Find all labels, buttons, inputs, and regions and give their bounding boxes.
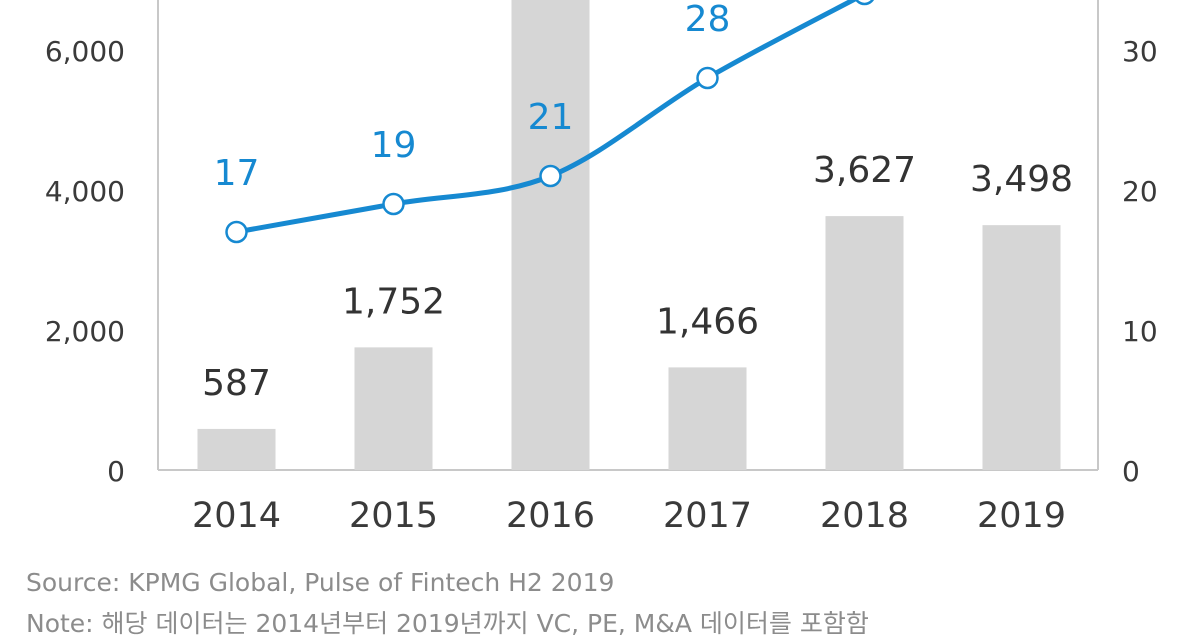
line-value-label-2017: 28 bbox=[685, 0, 731, 40]
line-value-label-2016: 21 bbox=[528, 97, 574, 138]
bar-2019 bbox=[982, 225, 1061, 470]
bar-2017 bbox=[668, 367, 747, 470]
right-y-tick-label-20: 20 bbox=[1122, 175, 1158, 208]
bar-value-label-2017: 1,466 bbox=[656, 301, 759, 342]
right-y-tick-label-0: 0 bbox=[1122, 455, 1140, 488]
line-point-2014 bbox=[225, 220, 248, 244]
x-tick-label-2018: 2018 bbox=[820, 496, 909, 536]
bar-value-label-2019: 3,498 bbox=[970, 159, 1073, 200]
left-y-tick-label-2000: 2,000 bbox=[45, 315, 125, 348]
bar-2016 bbox=[511, 0, 590, 470]
source-text: Source: KPMG Global, Pulse of Fintech H2… bbox=[26, 568, 615, 597]
x-tick-label-2014: 2014 bbox=[192, 496, 281, 536]
line-point-2016 bbox=[539, 164, 562, 188]
line-value-label-2015: 19 bbox=[371, 125, 417, 166]
note-text: Note: 해당 데이터는 2014년부터 2019년까지 VC, PE, M&… bbox=[26, 609, 869, 638]
x-tick-label-2016: 2016 bbox=[506, 496, 595, 536]
line-value-label-2014: 17 bbox=[214, 153, 260, 194]
line-point-2018 bbox=[855, 0, 874, 6]
line-point-2015 bbox=[382, 192, 405, 216]
line-point-2017 bbox=[696, 66, 719, 90]
bar-value-label-2015: 1,752 bbox=[342, 281, 445, 322]
bar-2018 bbox=[825, 216, 904, 470]
left-y-tick-label-0: 0 bbox=[107, 455, 125, 488]
left-y-tick-label-4000: 4,000 bbox=[45, 175, 125, 208]
bar-value-label-2014: 587 bbox=[202, 363, 271, 404]
bar-2015 bbox=[354, 347, 433, 470]
right-y-tick-label-10: 10 bbox=[1122, 315, 1158, 348]
bar-value-label-2018: 3,627 bbox=[813, 150, 916, 191]
x-tick-label-2017: 2017 bbox=[663, 496, 752, 536]
x-tick-label-2015: 2015 bbox=[349, 496, 438, 536]
x-tick-label-2019: 2019 bbox=[977, 496, 1066, 536]
bar-2014 bbox=[197, 428, 276, 470]
left-y-tick-label-6000: 6,000 bbox=[45, 35, 125, 68]
right-y-tick-label-30: 30 bbox=[1122, 35, 1158, 68]
